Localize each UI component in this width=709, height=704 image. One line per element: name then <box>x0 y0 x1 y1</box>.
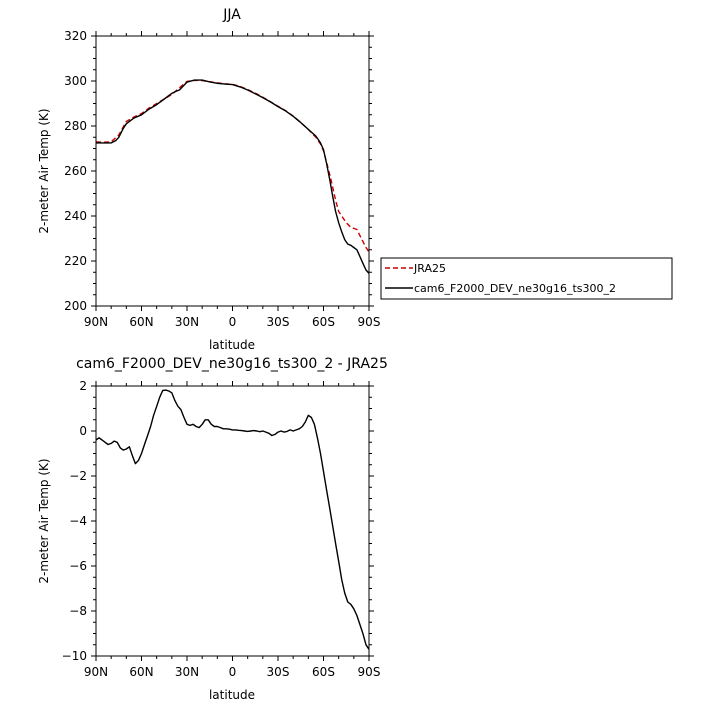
top-x-tick-label: 30S <box>267 315 290 329</box>
bottom-series-line-0 <box>95 389 370 650</box>
bottom-chart-title: cam6_F2000_DEV_ne30g16_ts300_2 - JRA25 <box>76 356 388 372</box>
top-x-tick-label: 30N <box>175 315 199 329</box>
bottom-y-tick-label: 0 <box>79 424 87 438</box>
top-y-tick-label: 320 <box>64 29 87 43</box>
top-x-tick-label: 60S <box>312 315 335 329</box>
top-y-tick-label: 300 <box>64 74 87 88</box>
bottom-y-tick-label: −10 <box>62 649 87 663</box>
top-series-lines <box>95 79 370 274</box>
bottom-plot-frame <box>95 385 370 657</box>
top-panel: JJA 2-meter Air Temp (K) latitude 90N 60N… <box>37 7 380 352</box>
top-y-tick-label: 280 <box>64 119 87 133</box>
bottom-y-tick-label: −2 <box>69 469 87 483</box>
bottom-axis-ticks: 90N 60N 30N 0 30S 60S 90S −10 −8 −6 −4 −2 0 2 <box>62 379 381 679</box>
top-x-tick-label: 90S <box>358 315 381 329</box>
top-chart-title: JJA <box>222 7 241 23</box>
legend-box <box>380 257 673 300</box>
top-plot-frame <box>95 35 370 307</box>
top-axis-ticks: 90N 60N 30N 0 30S 60S 90S 200 220 240 260 280 300 320 <box>64 29 380 329</box>
top-x-tick-label: 90N <box>84 315 108 329</box>
bottom-y-tick-label: −8 <box>69 604 87 618</box>
top-x-tick-label: 60N <box>129 315 153 329</box>
bottom-y-axis-label: 2-meter Air Temp (K) <box>37 458 51 583</box>
bottom-y-tick-label: 2 <box>79 379 87 393</box>
top-y-axis-label: 2-meter Air Temp (K) <box>37 108 51 233</box>
bottom-y-tick-label: −6 <box>69 559 87 573</box>
top-y-tick-label: 240 <box>64 209 87 223</box>
bottom-x-axis-label: latitude <box>209 688 255 702</box>
legend-label-jra25: JRA25 <box>413 262 446 275</box>
bottom-x-tick-label: 0 <box>229 665 237 679</box>
top-series-line-0 <box>95 79 370 253</box>
bottom-x-tick-label: 90N <box>84 665 108 679</box>
top-x-tick-label: 0 <box>229 315 237 329</box>
top-y-tick-label: 260 <box>64 164 87 178</box>
bottom-x-tick-label: 60N <box>129 665 153 679</box>
bottom-x-tick-label: 90S <box>358 665 381 679</box>
top-y-tick-label: 200 <box>64 299 87 313</box>
legend-label-cam6: cam6_F2000_DEV_ne30g16_ts300_2 <box>414 282 616 295</box>
bottom-x-tick-label: 60S <box>312 665 335 679</box>
top-x-axis-label: latitude <box>209 338 255 352</box>
bottom-x-tick-label: 30N <box>175 665 199 679</box>
bottom-y-tick-label: −4 <box>69 514 87 528</box>
top-y-tick-label: 220 <box>64 254 87 268</box>
legend: JRA25 cam6_F2000_DEV_ne30g16_ts300_2 <box>380 257 673 300</box>
bottom-x-tick-label: 30S <box>267 665 290 679</box>
bottom-series-lines <box>95 389 370 650</box>
top-series-line-1 <box>96 79 370 274</box>
bottom-panel: cam6_F2000_DEV_ne30g16_ts300_2 - JRA25 2… <box>37 356 388 702</box>
